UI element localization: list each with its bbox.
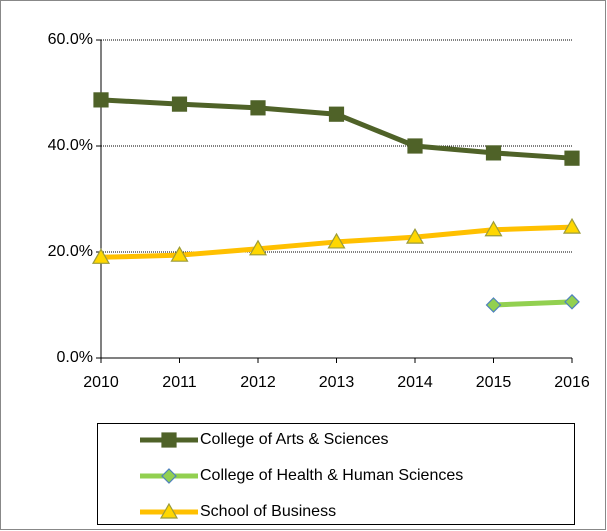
y-tick-label: 20.0%: [48, 243, 93, 260]
marker: [93, 92, 109, 108]
marker: [407, 138, 423, 154]
x-tick-label: 2015: [476, 374, 512, 391]
marker: [159, 502, 179, 519]
legend-label: School of Business: [200, 503, 336, 520]
x-tick-label: 2010: [83, 374, 119, 391]
y-tick-label: 60.0%: [48, 31, 93, 48]
marker: [161, 432, 177, 448]
x-tick-label: 2013: [319, 374, 355, 391]
x-tick-label: 2016: [554, 374, 590, 391]
marker: [405, 227, 425, 244]
x-tick-label: 2014: [397, 374, 433, 391]
marker: [484, 220, 503, 237]
y-tick-label: 0.0%: [57, 349, 93, 366]
marker: [564, 150, 580, 166]
x-tick-label: 2012: [240, 374, 276, 391]
y-tick-label: 40.0%: [48, 137, 93, 154]
marker: [161, 468, 177, 484]
marker: [562, 217, 582, 234]
series-line: [493, 299, 573, 308]
x-tick-label: 2011: [162, 374, 197, 391]
legend-label: College of Arts & Sciences: [200, 431, 389, 448]
marker: [485, 297, 502, 313]
marker: [327, 232, 346, 249]
legend-box: [97, 423, 575, 525]
marker: [250, 100, 266, 116]
marker: [248, 239, 268, 256]
legend-label: College of Health & Human Sciences: [200, 467, 463, 484]
marker: [485, 145, 502, 161]
marker: [170, 245, 189, 262]
marker: [564, 293, 580, 310]
marker: [328, 106, 345, 122]
marker: [171, 96, 188, 112]
marker: [91, 248, 111, 264]
